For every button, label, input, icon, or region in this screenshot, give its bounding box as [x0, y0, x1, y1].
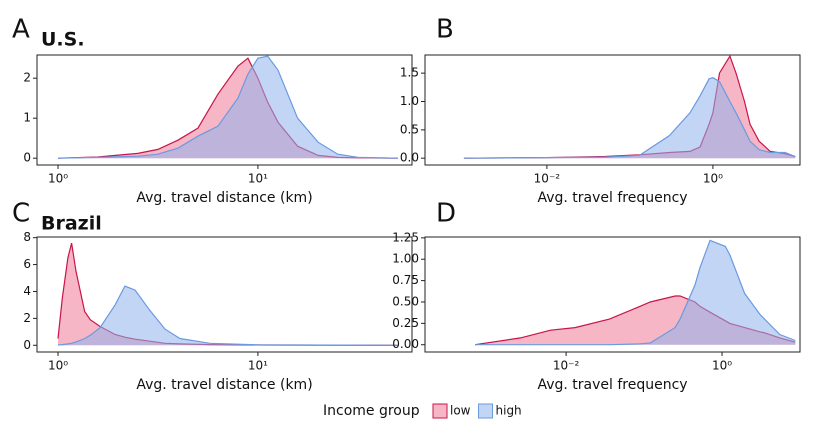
y-tick-label: 0.25 [392, 316, 419, 330]
plot-frame [36, 236, 413, 353]
y-tick-label: 0.75 [392, 273, 419, 287]
panel-label: A [12, 15, 30, 45]
y-tick-label: 0.0 [400, 151, 419, 165]
x-tick-label: 10⁰ [703, 172, 723, 186]
x-axis-title: Avg. travel frequency [537, 377, 687, 393]
density-area [58, 58, 398, 159]
panel-label: D [436, 199, 456, 229]
x-tick-label: 10¹ [248, 359, 268, 373]
y-tick-label: 6 [23, 257, 31, 271]
legend-swatch [478, 403, 493, 419]
density-line [463, 77, 796, 159]
y-tick-label: 2 [23, 311, 31, 325]
x-tick-label: 10⁰ [48, 359, 68, 373]
panel-label: B [436, 15, 454, 45]
legend-label: high [496, 404, 522, 418]
legend-title: Income group [323, 403, 420, 419]
x-tick-label: 10⁻² [534, 172, 561, 186]
y-tick-label: 1.00 [392, 252, 419, 266]
y-tick-label: 0.00 [392, 337, 419, 351]
y-tick-label: 4 [23, 284, 31, 298]
y-tick-label: 0 [23, 151, 31, 165]
x-axis-title: Avg. travel frequency [537, 190, 687, 206]
x-tick-label: 10⁰ [48, 172, 68, 186]
density-line [57, 285, 398, 346]
density-area [58, 286, 398, 346]
y-tick-label: 0.50 [392, 294, 419, 308]
panel-title: U.S. [41, 29, 85, 51]
y-tick-label: 1.25 [392, 230, 419, 244]
legend-swatch [432, 403, 448, 419]
x-axis-title: Avg. travel distance (km) [136, 190, 312, 206]
panel-label: C [12, 199, 30, 229]
plot-frame [36, 54, 413, 166]
y-tick-label: 1.5 [400, 66, 419, 80]
plot-frame [424, 54, 801, 166]
density-area [463, 77, 796, 159]
density-area [475, 240, 796, 345]
legend-label: low [450, 404, 471, 418]
x-axis-title: Avg. travel distance (km) [136, 377, 312, 393]
plot-frame [424, 236, 801, 353]
y-tick-label: 2 [23, 71, 31, 85]
x-tick-label: 10⁰ [712, 359, 732, 373]
density-line [475, 239, 796, 346]
y-tick-label: 0.5 [400, 122, 419, 136]
x-tick-label: 10¹ [248, 172, 268, 186]
y-tick-label: 1.0 [400, 94, 419, 108]
y-tick-label: 8 [23, 230, 31, 244]
y-tick-label: 0 [23, 338, 31, 352]
panel-title: Brazil [41, 213, 102, 235]
density-area [58, 56, 398, 159]
x-tick-label: 10⁻² [553, 359, 580, 373]
density-line [57, 55, 398, 159]
y-tick-label: 1 [23, 111, 31, 125]
